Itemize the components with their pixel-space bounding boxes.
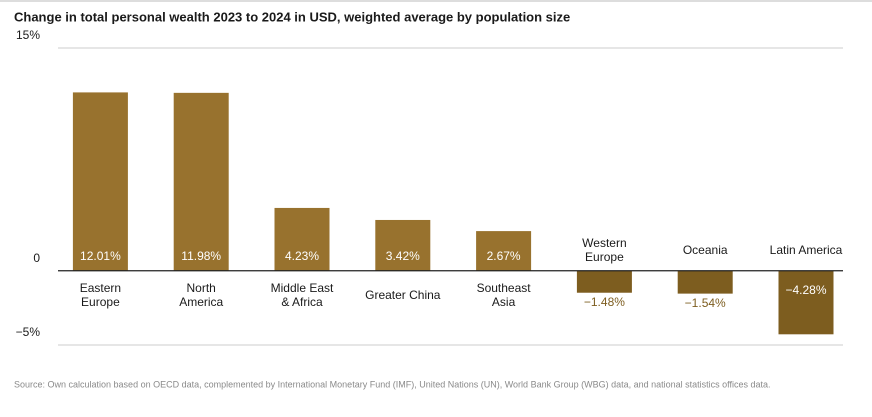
value-label: −4.28% — [785, 283, 826, 297]
x-tick-label: Oceania — [683, 243, 728, 257]
bar — [72, 92, 128, 271]
bar — [173, 92, 229, 271]
bar — [274, 207, 330, 271]
y-tick-label: −5% — [16, 325, 41, 339]
value-label: 11.98% — [181, 249, 221, 263]
value-label: 2.67% — [487, 249, 521, 263]
x-tick-label: Eastern Europe — [80, 281, 121, 309]
bar — [375, 219, 431, 271]
x-tick-label: Western Europe — [582, 236, 626, 264]
x-tick-label: North America — [179, 281, 223, 309]
source-note: Source: Own calculation based on OECD da… — [14, 379, 771, 389]
x-tick-label: Southeast Asia — [477, 281, 532, 309]
bar — [476, 231, 532, 271]
y-tick-label: 0 — [33, 251, 40, 265]
bar — [778, 270, 834, 335]
y-tick-label: 15% — [16, 28, 40, 42]
x-tick-label: Greater China — [365, 288, 441, 302]
value-label: 4.23% — [285, 249, 319, 263]
value-label: −1.48% — [584, 295, 625, 309]
x-tick-label: Middle East & Africa — [271, 281, 334, 309]
value-label: 3.42% — [386, 249, 420, 263]
value-label: 12.01% — [80, 249, 121, 263]
x-tick-label: Latin America — [770, 243, 843, 257]
chart-title: Change in total personal wealth 2023 to … — [14, 9, 570, 24]
value-label: −1.54% — [685, 296, 726, 310]
bar — [576, 270, 632, 293]
bar — [677, 270, 733, 294]
